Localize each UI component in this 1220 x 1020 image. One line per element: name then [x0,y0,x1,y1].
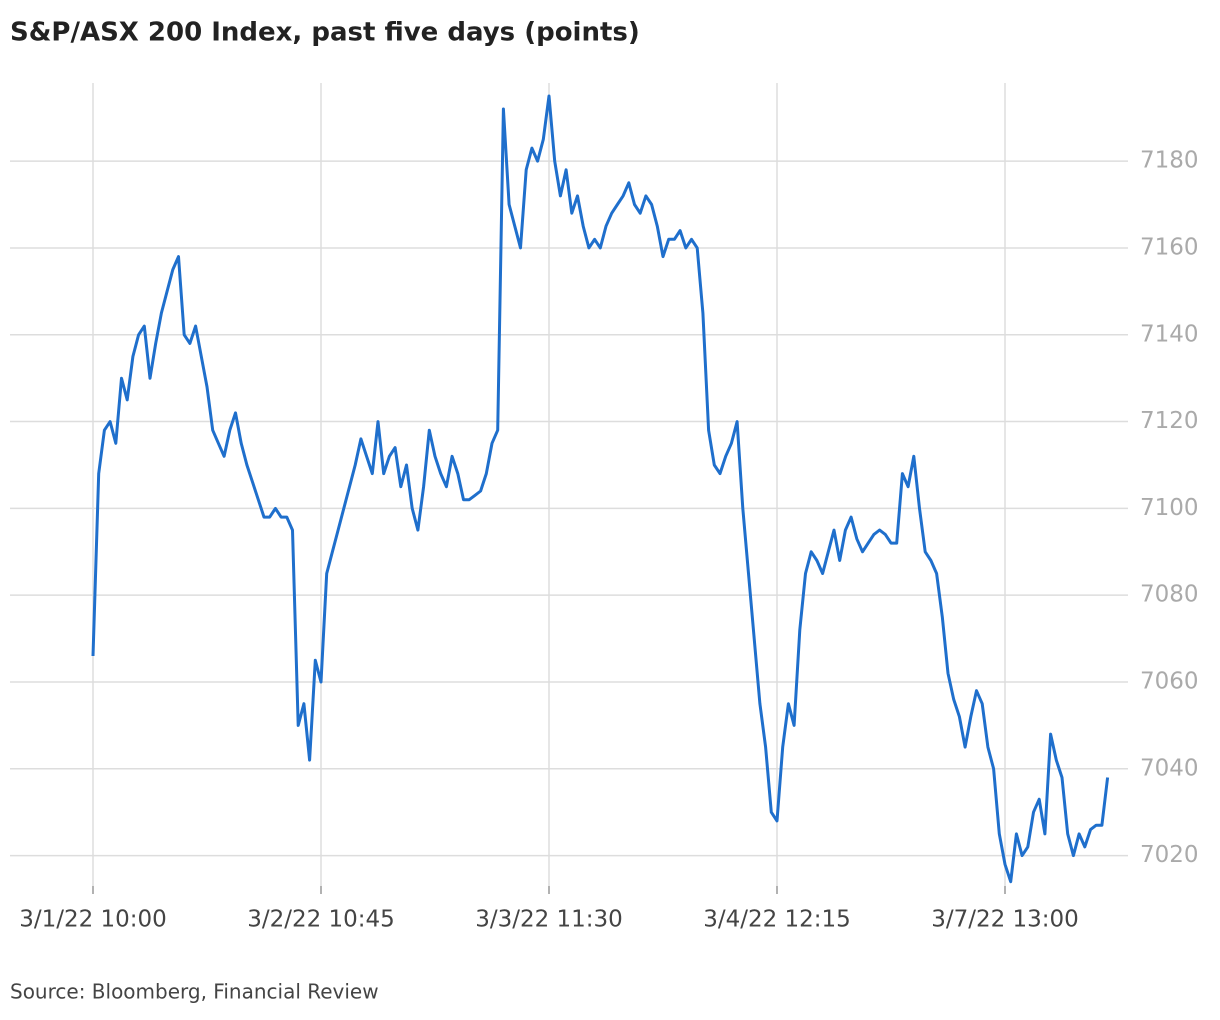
x-tick-label: 3/4/22 12:15 [703,907,851,933]
y-tick-label: 7040 [1140,755,1199,781]
y-tick-label: 7180 [1140,148,1199,174]
price-line [91,94,1110,884]
chart-title: S&P/ASX 200 Index, past five days (point… [10,18,640,48]
source: Source: Bloomberg, Financial Review [10,980,379,1004]
x-tick-label: 3/7/22 13:00 [931,907,1079,933]
x-tick-label: 3/3/22 11:30 [475,907,623,933]
y-tick-label: 7060 [1140,668,1199,694]
y-tick-label: 7140 [1140,321,1199,347]
y-tick-label: 7160 [1140,234,1199,260]
y-tick-label: 7100 [1140,495,1199,521]
x-tick-label: 3/1/22 10:00 [19,907,167,933]
y-tick-label: 7120 [1140,408,1199,434]
y-tick-label: 7080 [1140,582,1199,608]
x-tick-label: 3/2/22 10:45 [247,907,395,933]
y-tick-label: 7020 [1140,842,1199,868]
